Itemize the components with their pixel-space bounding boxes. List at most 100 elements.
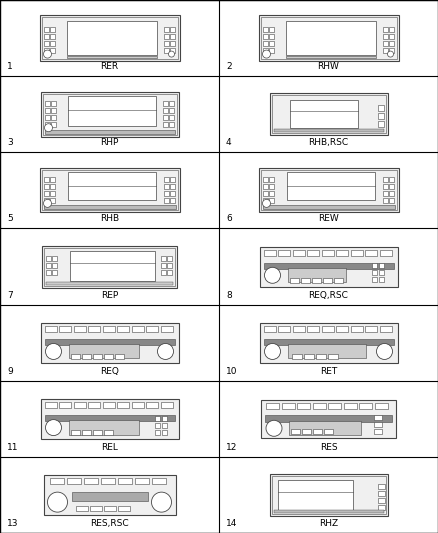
Bar [324, 429, 333, 434]
Bar [84, 478, 98, 484]
Text: RES,RSC: RES,RSC [90, 519, 129, 528]
Bar [81, 430, 91, 435]
Bar [50, 108, 56, 113]
Bar [259, 246, 398, 287]
Bar [45, 415, 174, 421]
Bar [45, 130, 174, 134]
Bar [43, 176, 49, 182]
Bar [261, 171, 396, 211]
Bar [160, 402, 173, 408]
Bar [42, 17, 177, 59]
Text: RHB,RSC: RHB,RSC [308, 138, 349, 147]
Bar [371, 277, 377, 282]
Bar [328, 353, 338, 359]
Bar [43, 475, 176, 515]
Bar [45, 402, 57, 408]
Bar [312, 403, 325, 409]
Bar [336, 326, 348, 332]
Bar [382, 198, 388, 203]
Text: 14: 14 [226, 519, 237, 528]
Bar [49, 48, 54, 53]
Bar [103, 506, 116, 511]
Bar [286, 172, 374, 200]
Circle shape [388, 51, 393, 57]
Bar [49, 41, 54, 46]
Bar [374, 422, 382, 427]
Bar [371, 263, 377, 268]
Bar [49, 191, 54, 196]
Bar [290, 100, 357, 128]
Bar [382, 34, 388, 39]
Bar [382, 48, 388, 53]
Bar [70, 251, 155, 280]
Bar [103, 430, 113, 435]
Bar [365, 326, 377, 332]
Text: 8: 8 [226, 290, 232, 300]
Bar [169, 101, 173, 106]
Bar [59, 326, 71, 332]
Text: 7: 7 [7, 290, 13, 300]
Bar [163, 34, 169, 39]
Circle shape [46, 343, 61, 359]
Bar [103, 353, 113, 359]
Bar [88, 326, 100, 332]
Bar [155, 416, 159, 421]
Bar [374, 415, 382, 420]
Bar [262, 176, 268, 182]
Bar [46, 270, 51, 275]
Text: REQ,RSC: REQ,RSC [308, 290, 349, 300]
Bar [343, 403, 357, 409]
Bar [42, 94, 177, 135]
Bar [46, 281, 173, 285]
Bar [163, 41, 169, 46]
Bar [292, 353, 301, 359]
Bar [160, 326, 173, 332]
Bar [49, 478, 64, 484]
Bar [286, 21, 375, 55]
Bar [43, 205, 176, 209]
Bar [46, 256, 51, 261]
Bar [49, 176, 54, 182]
Bar [152, 478, 166, 484]
Bar [262, 198, 268, 203]
Bar [146, 402, 158, 408]
Bar [258, 15, 399, 61]
Bar [378, 121, 384, 127]
Circle shape [169, 51, 174, 57]
Bar [282, 403, 294, 409]
Bar [378, 498, 385, 503]
Bar [71, 353, 80, 359]
Bar [268, 176, 273, 182]
Bar [262, 34, 268, 39]
Text: REL: REL [101, 443, 118, 452]
Bar [75, 506, 88, 511]
Bar [268, 34, 273, 39]
Bar [43, 27, 49, 32]
Bar [382, 41, 388, 46]
Bar [81, 353, 91, 359]
Circle shape [43, 199, 52, 207]
Bar [92, 353, 102, 359]
Bar [389, 48, 393, 53]
Bar [162, 423, 166, 428]
Bar [378, 483, 385, 489]
Bar [378, 263, 384, 268]
Bar [350, 326, 363, 332]
Bar [379, 249, 392, 255]
Bar [71, 492, 148, 501]
Bar [162, 101, 167, 106]
Bar [278, 249, 290, 255]
Bar [264, 262, 393, 269]
Bar [328, 403, 341, 409]
Bar [114, 353, 124, 359]
Bar [321, 249, 333, 255]
Bar [262, 205, 395, 209]
Bar [52, 270, 57, 275]
Bar [315, 353, 325, 359]
Bar [261, 17, 396, 59]
Bar [389, 27, 393, 32]
Bar [382, 27, 388, 32]
Bar [291, 429, 300, 434]
Text: 12: 12 [226, 443, 237, 452]
Bar [40, 322, 179, 362]
